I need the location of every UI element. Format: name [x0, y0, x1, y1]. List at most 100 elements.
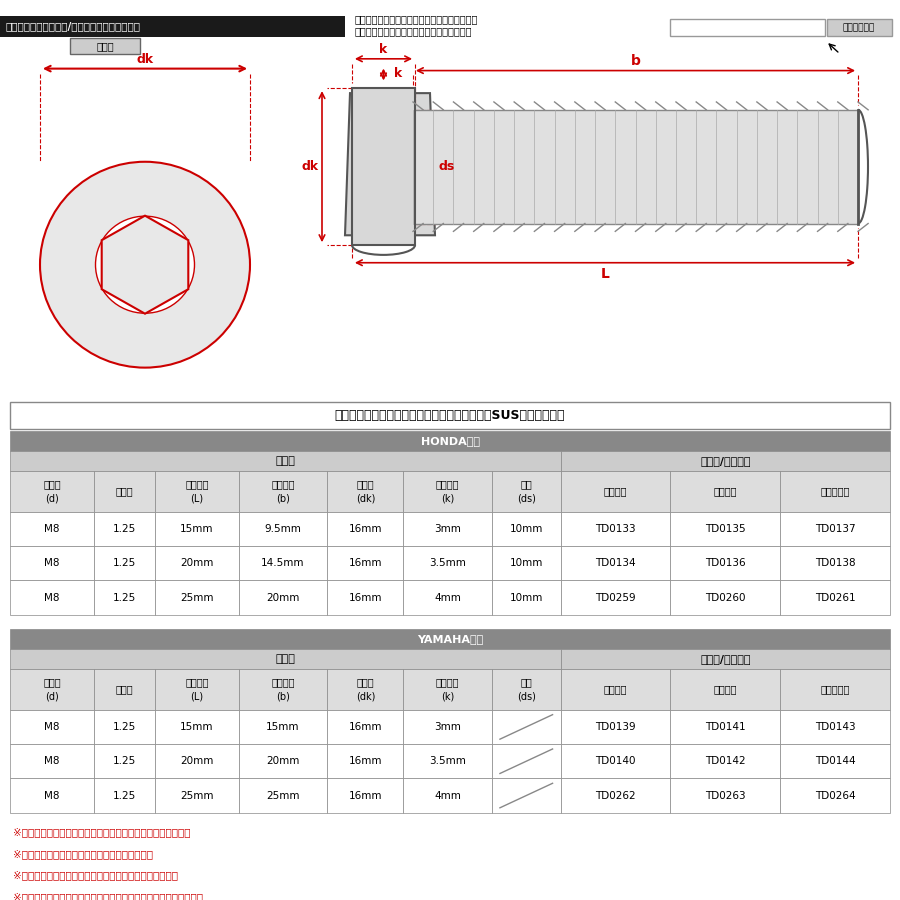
Text: ピッチ: ピッチ	[115, 486, 133, 496]
FancyBboxPatch shape	[780, 744, 890, 778]
Text: 六角穴: 六角穴	[96, 41, 113, 51]
FancyBboxPatch shape	[10, 744, 94, 778]
FancyBboxPatch shape	[670, 19, 825, 36]
Text: 3.5mm: 3.5mm	[429, 558, 466, 568]
Text: (k): (k)	[441, 493, 454, 503]
Text: M8: M8	[44, 592, 59, 602]
FancyBboxPatch shape	[155, 471, 238, 512]
FancyBboxPatch shape	[403, 471, 492, 512]
FancyBboxPatch shape	[94, 512, 155, 546]
FancyBboxPatch shape	[328, 471, 403, 512]
Text: 3mm: 3mm	[435, 722, 461, 732]
FancyBboxPatch shape	[328, 669, 403, 710]
Text: ストア内検索: ストア内検索	[843, 22, 875, 32]
Text: (b): (b)	[276, 493, 290, 503]
Text: シルバー: シルバー	[604, 684, 627, 694]
Text: ※ご注文確定後の商品のご変更は出来ません。予めご了承下さい。: ※ご注文確定後の商品のご変更は出来ません。予めご了承下さい。	[13, 892, 203, 900]
FancyBboxPatch shape	[670, 669, 780, 710]
Text: M8: M8	[44, 722, 59, 732]
Text: ゴールド: ゴールド	[714, 486, 737, 496]
Text: 14.5mm: 14.5mm	[261, 558, 305, 568]
FancyBboxPatch shape	[238, 580, 328, 615]
Text: TD0137: TD0137	[814, 524, 855, 534]
FancyBboxPatch shape	[94, 669, 155, 710]
Text: カラー/当店品番: カラー/当店品番	[700, 653, 751, 664]
Text: 3mm: 3mm	[435, 524, 461, 534]
FancyBboxPatch shape	[238, 471, 328, 512]
FancyBboxPatch shape	[94, 778, 155, 813]
Text: 呼び径: 呼び径	[43, 678, 61, 688]
Text: 15mm: 15mm	[266, 722, 300, 732]
Text: 20mm: 20mm	[180, 756, 213, 766]
Text: 15mm: 15mm	[180, 524, 213, 534]
Circle shape	[95, 216, 194, 313]
Text: M8: M8	[44, 524, 59, 534]
FancyBboxPatch shape	[10, 471, 94, 512]
FancyBboxPatch shape	[492, 669, 561, 710]
Text: (ds): (ds)	[517, 493, 535, 503]
Text: TD0263: TD0263	[705, 790, 745, 800]
Text: TD0142: TD0142	[705, 756, 745, 766]
FancyBboxPatch shape	[780, 546, 890, 580]
Text: 25mm: 25mm	[180, 592, 213, 602]
FancyBboxPatch shape	[155, 512, 238, 546]
Text: M8: M8	[44, 790, 59, 800]
Text: M8: M8	[44, 756, 59, 766]
Text: 4mm: 4mm	[435, 592, 461, 602]
Text: (dk): (dk)	[356, 691, 375, 701]
FancyBboxPatch shape	[70, 38, 140, 54]
FancyBboxPatch shape	[155, 580, 238, 615]
Text: TD0140: TD0140	[595, 756, 635, 766]
FancyBboxPatch shape	[10, 512, 94, 546]
Text: ストア内検索に商品番号を入力して頂けますと: ストア内検索に商品番号を入力して頂けますと	[355, 14, 479, 24]
Text: b: b	[631, 54, 641, 68]
Text: 9.5mm: 9.5mm	[265, 524, 302, 534]
Text: HONDA車用: HONDA車用	[420, 436, 480, 446]
Text: 1.25: 1.25	[112, 790, 136, 800]
Text: TD0138: TD0138	[814, 558, 855, 568]
FancyBboxPatch shape	[94, 546, 155, 580]
Text: k: k	[380, 43, 388, 57]
FancyBboxPatch shape	[238, 778, 328, 813]
Text: TD0133: TD0133	[595, 524, 635, 534]
Text: 頭部径: 頭部径	[356, 480, 374, 490]
FancyBboxPatch shape	[492, 710, 561, 744]
FancyBboxPatch shape	[403, 546, 492, 580]
Text: (d): (d)	[45, 691, 58, 701]
Text: ネジ長さ: ネジ長さ	[271, 678, 294, 688]
FancyBboxPatch shape	[328, 546, 403, 580]
Text: YAMAHA車用: YAMAHA車用	[417, 634, 483, 644]
Text: dk: dk	[137, 53, 154, 67]
Text: ゴールド: ゴールド	[714, 684, 737, 694]
Text: 16mm: 16mm	[348, 524, 382, 534]
Text: 25mm: 25mm	[266, 790, 300, 800]
Text: TD0141: TD0141	[705, 722, 745, 732]
Text: 焼きチタン: 焼きチタン	[821, 486, 850, 496]
FancyBboxPatch shape	[670, 580, 780, 615]
Text: 16mm: 16mm	[348, 592, 382, 602]
FancyBboxPatch shape	[10, 546, 94, 580]
Text: dk: dk	[302, 160, 319, 173]
Text: 10mm: 10mm	[509, 558, 543, 568]
FancyBboxPatch shape	[10, 629, 890, 649]
Text: M8: M8	[44, 558, 59, 568]
Text: TD0259: TD0259	[595, 592, 635, 602]
FancyBboxPatch shape	[561, 471, 670, 512]
FancyBboxPatch shape	[10, 649, 561, 669]
FancyBboxPatch shape	[670, 744, 780, 778]
FancyBboxPatch shape	[238, 669, 328, 710]
Circle shape	[40, 162, 250, 367]
Text: カラー/当店品番: カラー/当店品番	[700, 455, 751, 466]
Text: TD0143: TD0143	[814, 722, 855, 732]
FancyBboxPatch shape	[403, 778, 492, 813]
FancyBboxPatch shape	[670, 512, 780, 546]
Text: TD0134: TD0134	[595, 558, 635, 568]
Text: 1.25: 1.25	[112, 722, 136, 732]
Text: 呼び径: 呼び径	[43, 480, 61, 490]
FancyBboxPatch shape	[827, 19, 892, 36]
FancyBboxPatch shape	[238, 710, 328, 744]
Text: 頭部高さ: 頭部高さ	[436, 480, 460, 490]
Text: TD0135: TD0135	[705, 524, 745, 534]
FancyBboxPatch shape	[492, 546, 561, 580]
FancyBboxPatch shape	[328, 512, 403, 546]
